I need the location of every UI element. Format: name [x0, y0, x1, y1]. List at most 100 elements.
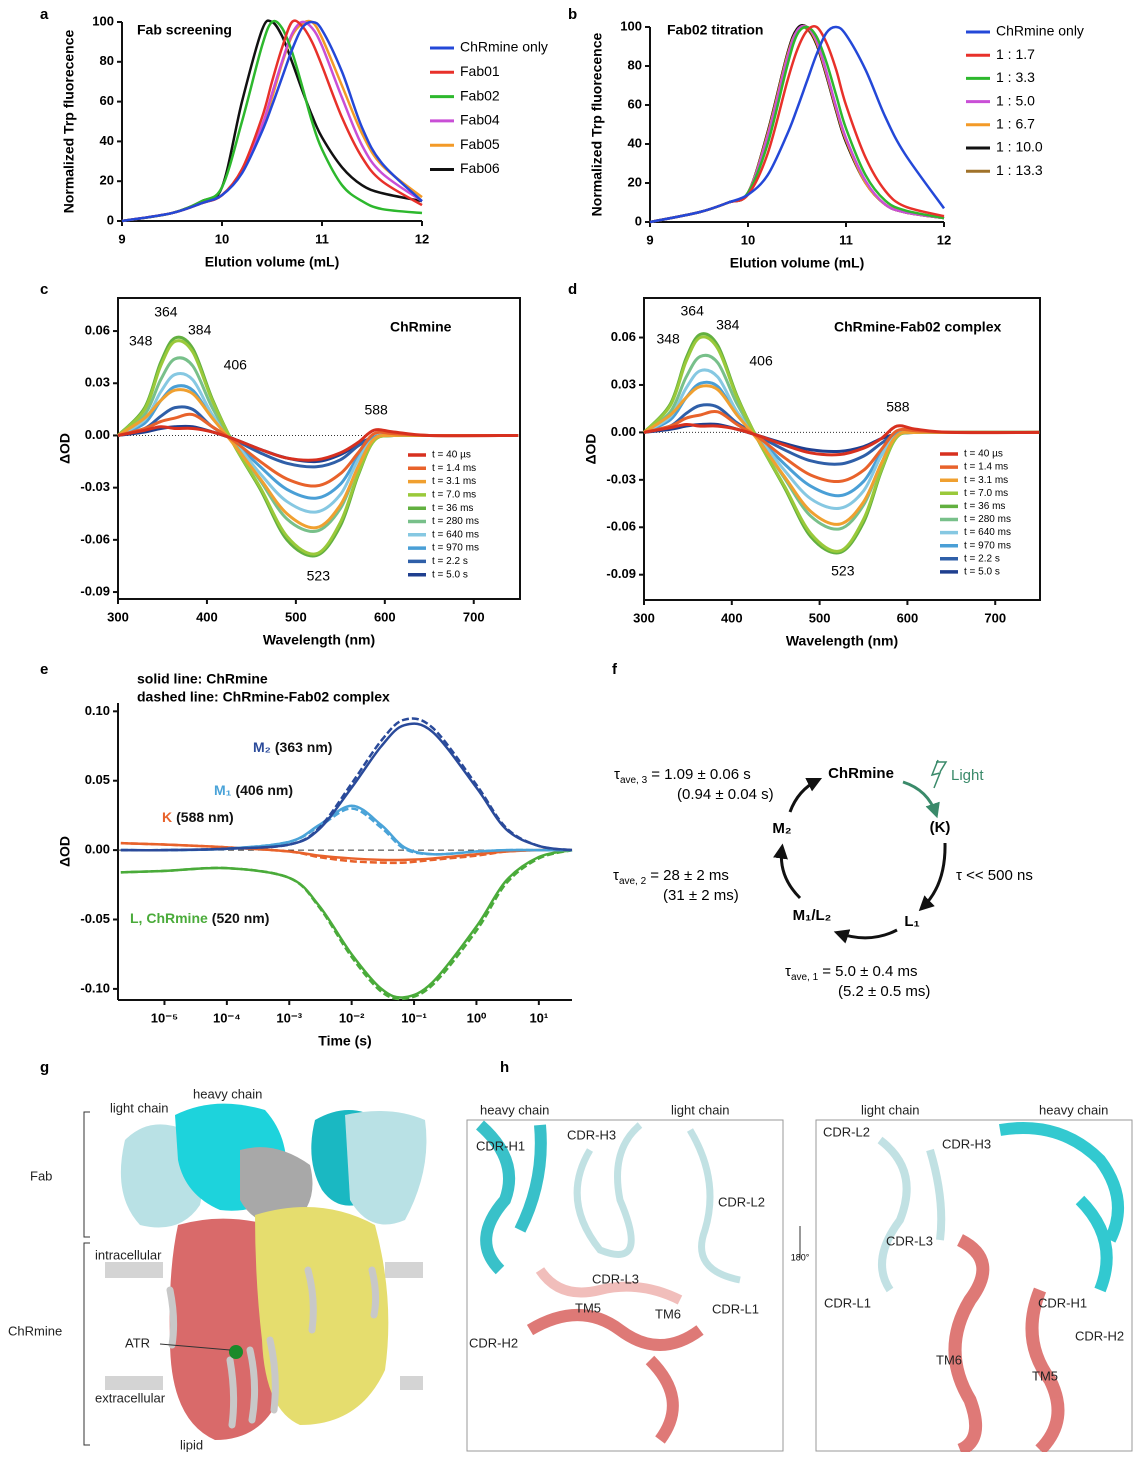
x-tick-label: 10 — [215, 231, 229, 246]
series-line — [121, 20, 423, 223]
peak-label: 348 — [656, 331, 680, 347]
x-tick-label: 12 — [937, 232, 951, 247]
x-tick-label: 300 — [633, 610, 655, 625]
label: CDR-H1 — [476, 1138, 525, 1153]
legend-label: t = 640 ms — [964, 527, 1011, 538]
legend-label: t = 36 ms — [432, 503, 473, 514]
label: CDR-H3 — [942, 1136, 991, 1151]
legend-label: 1 : 10.0 — [996, 139, 1043, 155]
state: M₂ — [772, 820, 791, 837]
peak-label: 348 — [129, 333, 153, 349]
plot-frame — [117, 297, 521, 600]
series-line — [120, 848, 573, 999]
series-annotation: L, ChRmine (520 nm) — [130, 910, 269, 926]
y-tick-label: -0.05 — [80, 911, 110, 926]
y-axis-title: ΔOD — [57, 836, 73, 867]
x-tick-label: 700 — [984, 610, 1006, 625]
peak-label: 588 — [364, 402, 388, 418]
x-tick-label: 400 — [721, 610, 743, 625]
density — [240, 1147, 313, 1226]
x-tick-label: 10¹ — [529, 1010, 548, 1025]
label: CDR-L3 — [886, 1233, 933, 1248]
legend-label: t = 1.4 ms — [964, 462, 1008, 473]
legend-label: t = 5.0 s — [432, 569, 468, 580]
photocycle: ChRmine (K) L₁ M₁/L₂ M₂ Light τ << 500 n… — [613, 759, 1033, 1000]
label: CDR-L2 — [718, 1194, 765, 1209]
series-line — [643, 422, 1040, 454]
label: CDR-H2 — [469, 1335, 518, 1350]
legend-label: t = 280 ms — [432, 516, 479, 527]
legend-label: 1 : 5.0 — [996, 92, 1035, 108]
tau-sub: ave, 2 — [619, 876, 647, 887]
tau-sub: ave, 3 — [620, 775, 648, 786]
legend-label: 1 : 13.3 — [996, 162, 1043, 178]
wavelength: (520 nm) — [212, 910, 270, 926]
density — [345, 1111, 427, 1225]
tau-symbol: τ — [613, 867, 619, 884]
chart: 0.10 0.05 0.00 -0.05 -0.10 10⁻⁵ 10⁻⁴ 10⁻³ 10⁻² 10… — [57, 671, 573, 1049]
chart-title: Fab02 titration — [667, 22, 763, 38]
x-tick-label: 700 — [463, 609, 485, 624]
legend-label: 1 : 1.7 — [996, 46, 1035, 62]
tau-sub: ave, 1 — [791, 972, 819, 983]
tau-value: = 5.0 ± 0.4 ms — [822, 963, 917, 980]
panel-letter: c — [40, 281, 48, 298]
y-tick-label: 0.05 — [85, 772, 110, 787]
peak-label: 384 — [188, 322, 212, 338]
state: ChRmine — [828, 765, 894, 782]
legend-label: t = 36 ms — [964, 501, 1005, 512]
label: Fab — [30, 1168, 52, 1183]
y-tick-label: 80 — [100, 53, 114, 68]
label: extracellular — [95, 1390, 166, 1405]
legend-label: Fab02 — [460, 87, 500, 103]
series-line — [649, 24, 945, 224]
legend-label: 1 : 6.7 — [996, 116, 1035, 132]
wavelength: (363 nm) — [275, 739, 333, 755]
y-axis-title: Normalized Trp fluorecence — [589, 32, 605, 216]
x-tick-label: 10⁻² — [339, 1010, 365, 1025]
state: M₁/L₂ — [793, 907, 832, 924]
y-tick-label: 0.00 — [85, 427, 110, 442]
series-line — [649, 25, 946, 224]
fast-step: τ << 500 ns — [956, 867, 1033, 884]
species: M₁ — [214, 782, 232, 798]
x-tick-label: 600 — [897, 610, 919, 625]
x-tick-label: 9 — [646, 232, 653, 247]
panel-letter: d — [568, 281, 577, 298]
y-axis-title: ΔOD — [57, 433, 73, 464]
chart: 0 20 40 60 80 100 9 10 11 12 Elution volume (mL) No… — [589, 18, 1084, 270]
tau-symbol: τ — [785, 963, 791, 980]
leader — [159, 1343, 231, 1351]
x-tick-label: 11 — [315, 231, 329, 246]
y-tick-label: 100 — [92, 13, 114, 28]
tau-value: = 28 ± 2 ms — [650, 867, 729, 884]
label: TM6 — [655, 1306, 681, 1321]
series-line — [649, 25, 945, 224]
plot-frame — [643, 297, 1041, 601]
y-tick-label: 0.06 — [85, 322, 110, 337]
arrow — [788, 777, 823, 813]
label: light chain — [110, 1100, 169, 1115]
ribbons — [475, 1120, 1124, 1457]
panel-letters: a b c d e f g h — [40, 6, 618, 1076]
y-tick-label: 0 — [107, 212, 114, 227]
label: ATR — [125, 1335, 150, 1350]
x-tick-label: 10⁻³ — [276, 1010, 302, 1025]
y-tick-label: 20 — [628, 174, 642, 189]
label: CDR-H3 — [567, 1127, 616, 1142]
x-tick-label: 10 — [741, 232, 755, 247]
panel-letter: a — [40, 6, 49, 23]
x-tick-label: 9 — [118, 231, 125, 246]
series-line — [643, 384, 1040, 526]
label: heavy chain — [480, 1102, 549, 1117]
label: light chain — [671, 1102, 730, 1117]
y-tick-label: 0 — [635, 213, 642, 228]
x-tick-label: 10⁰ — [467, 1010, 487, 1025]
density — [255, 1207, 389, 1425]
membrane-marker — [105, 1262, 163, 1278]
wavelength: (406 nm) — [235, 782, 293, 798]
species: M₂ — [253, 739, 271, 755]
x-tick-label: 500 — [285, 609, 307, 624]
legend-label: ChRmine only — [996, 23, 1084, 39]
peak-label: 588 — [886, 399, 910, 415]
